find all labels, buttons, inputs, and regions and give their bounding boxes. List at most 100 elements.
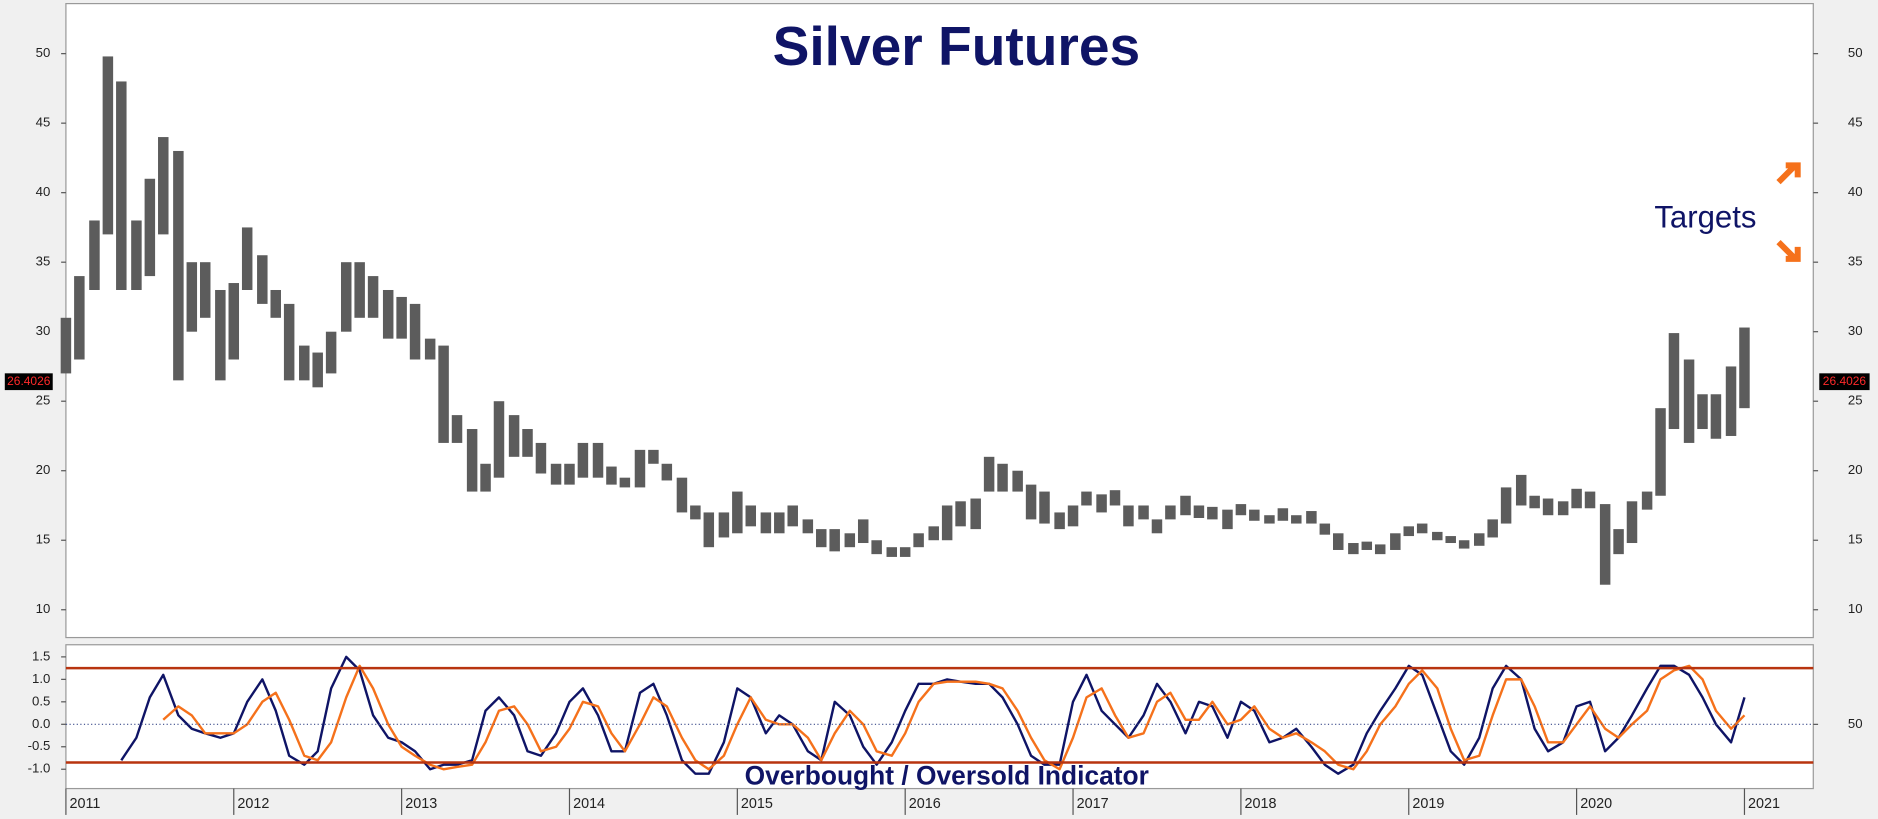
price-bar [550,463,562,485]
x-tick-label: 2012 [237,796,269,812]
y-tick-label: -0.5 [28,738,51,753]
price-bar [1432,531,1443,541]
price-bar [1697,394,1708,430]
price-bar [1039,491,1050,524]
price-bar [1012,470,1023,492]
price-bar [116,81,127,290]
price-bar [215,289,226,381]
price-bar [535,442,547,474]
price-bar [173,150,184,381]
price-bar [648,449,659,464]
y-tick-label: 45 [36,115,51,130]
x-tick-label: 2017 [1077,796,1109,812]
y-tick-label: 0.5 [32,693,50,708]
price-bar [131,220,142,290]
price-bar [802,519,814,534]
price-bar [577,442,589,478]
price-bar [354,262,365,318]
y-tick-label: 15 [36,532,51,547]
x-tick-label: 2013 [405,796,437,812]
price-bar [1361,541,1373,550]
price-bar [74,276,85,360]
price-bar [382,289,394,339]
price-bar [1515,474,1527,506]
price-bar [1474,533,1485,546]
price-bar [899,547,911,557]
price-bar [1403,526,1414,537]
y-tick-label: 50 [36,45,51,60]
target-arrow-down [1776,239,1801,262]
price-bar [1207,506,1218,520]
price-bar [340,262,352,332]
price-bar [983,456,995,492]
y2-tick-label: 40 [1848,184,1863,199]
x-tick-label: 2018 [1244,796,1276,812]
price-bar [1557,501,1569,516]
price-bar [1109,490,1121,506]
x-tick-label: 2016 [909,796,941,812]
price-bar [718,512,730,538]
price-bar [1445,536,1456,544]
price-bar [102,56,114,235]
price-bar [241,227,253,290]
y2-tick-label: 35 [1848,254,1863,269]
price-panel [65,2,1814,639]
y2-tick-label: 50 [1848,45,1863,60]
price-bar [1264,515,1275,524]
price-bar [690,505,701,520]
price-bar [844,533,856,548]
price-bar [312,352,323,388]
price-bar [1390,533,1401,550]
price-bar [1599,504,1611,585]
last-price-label: 26.4026 [1823,374,1867,388]
indicator-title: Overbought / Oversold Indicator [745,761,1149,791]
price-bar [871,540,882,555]
price-bar [299,345,310,381]
price-bar [886,547,898,557]
price-bar [1348,543,1359,555]
price-bar [1542,498,1554,516]
price-bar [564,463,575,485]
price-bar [438,345,449,443]
price-bar [1584,491,1596,509]
price-bar [1613,529,1624,555]
price-bar [774,512,785,534]
price-bar [941,505,953,541]
price-bar [592,442,604,478]
y2-tick-label: 10 [1848,601,1863,616]
price-bar [60,317,72,374]
price-bar [89,220,100,290]
price-bar [1739,327,1750,409]
price-bar [857,519,869,544]
y-tick-label: 0.0 [32,716,50,731]
y-tick-label: 25 [36,393,51,408]
price-bar [424,338,436,360]
price-bar [829,529,840,552]
price-bar [1096,494,1107,513]
price-bar [158,137,169,235]
y2-tick-label: 15 [1848,532,1863,547]
price-bar [186,262,198,332]
price-bar [1500,487,1512,524]
price-bar [1123,505,1134,527]
price-bar [1025,484,1037,520]
price-bar [997,463,1008,492]
price-bar [1306,511,1317,524]
y2-tick-label: 25 [1848,393,1863,408]
price-bar [1416,523,1428,534]
price-bar [199,262,211,318]
price-bar [703,512,715,548]
price-bar [1571,488,1582,509]
price-bar [928,526,939,541]
price-bar [451,415,463,443]
price-bar [606,466,617,485]
price-bar [1277,508,1289,521]
price-bar [480,463,491,492]
price-bar [661,463,673,481]
price-bar [1655,408,1666,496]
price-bar [787,505,798,527]
x-tick-label: 2011 [70,796,101,812]
price-bar [228,283,240,360]
price-bar [1641,491,1653,510]
